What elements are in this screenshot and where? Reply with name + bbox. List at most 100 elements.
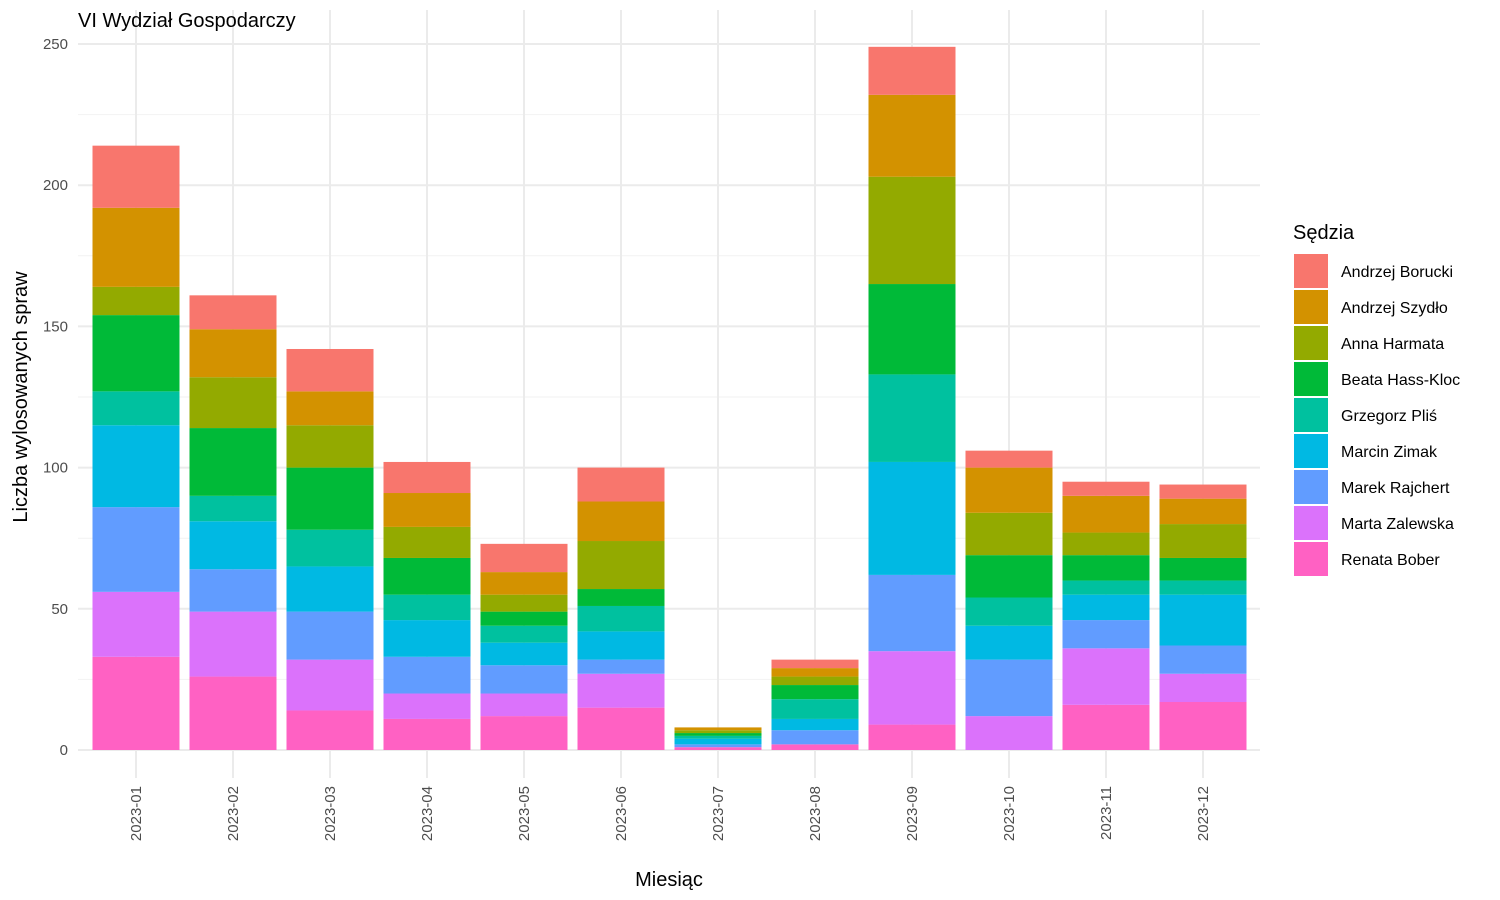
bar-segment bbox=[1159, 557, 1247, 581]
bar-segment bbox=[577, 707, 665, 750]
bar-segment bbox=[577, 659, 665, 674]
y-tick-label: 0 bbox=[60, 742, 68, 759]
bar-segment bbox=[1159, 484, 1247, 499]
bar-segment bbox=[480, 693, 568, 717]
bar-segment bbox=[1159, 645, 1247, 674]
bar-segment bbox=[286, 425, 374, 468]
x-tick-label: 2023-06 bbox=[613, 786, 630, 841]
legend-label: Andrzej Borucki bbox=[1341, 264, 1453, 281]
bar-segment bbox=[771, 685, 859, 700]
bar-segment bbox=[1062, 620, 1150, 649]
x-axis: 2023-01 2023-02 2023-03 2023-04 2023-05 2023-… bbox=[128, 786, 1212, 841]
legend-swatch bbox=[1294, 470, 1328, 504]
bar-segment bbox=[480, 716, 568, 750]
y-tick-label: 50 bbox=[51, 601, 68, 618]
bar-segment bbox=[1062, 532, 1150, 556]
bar-segment bbox=[577, 673, 665, 708]
bar-segment bbox=[383, 526, 471, 558]
bar-segment bbox=[1062, 495, 1150, 533]
bar-segment bbox=[965, 597, 1053, 626]
y-tick-label: 250 bbox=[43, 36, 68, 53]
bar-segment bbox=[286, 529, 374, 567]
bar-segment bbox=[189, 521, 277, 570]
bar-segment bbox=[868, 574, 956, 652]
legend-label: Renata Bober bbox=[1341, 552, 1440, 569]
bar-segment bbox=[480, 611, 568, 626]
bar-segment bbox=[383, 620, 471, 657]
bar-segment bbox=[286, 611, 374, 660]
bar-segment bbox=[383, 594, 471, 621]
legend-label: Marek Rajchert bbox=[1341, 480, 1450, 497]
bar-segment bbox=[674, 733, 762, 736]
x-tick-label: 2023-02 bbox=[225, 786, 242, 841]
legend-label: Beata Hass-Kloc bbox=[1341, 372, 1460, 389]
legend-swatch bbox=[1294, 398, 1328, 432]
bar-segment bbox=[965, 659, 1053, 717]
bar-segment bbox=[965, 450, 1053, 468]
bar-segment bbox=[771, 659, 859, 669]
y-axis-title: Liczba wylosowanych spraw bbox=[10, 271, 32, 523]
bar-segment bbox=[480, 572, 568, 595]
x-tick-label: 2023-08 bbox=[807, 786, 824, 841]
bar-segment bbox=[1159, 594, 1247, 646]
bar-segment bbox=[771, 676, 859, 686]
bar-segment bbox=[1159, 701, 1247, 750]
bar-segment bbox=[189, 569, 277, 612]
y-tick-label: 150 bbox=[43, 318, 68, 335]
bar-segment bbox=[1062, 580, 1150, 595]
bar-segment bbox=[674, 730, 762, 734]
legend-items: Andrzej Borucki Andrzej Szydło Anna Harmat… bbox=[1294, 254, 1460, 576]
bar-segment bbox=[1062, 594, 1150, 621]
y-axis: 0 50 100 150 200 250 bbox=[43, 36, 68, 759]
bar-segment bbox=[189, 495, 277, 522]
bar-segment bbox=[868, 284, 956, 375]
x-tick-label: 2023-09 bbox=[904, 786, 921, 841]
bar-segment bbox=[92, 507, 180, 592]
legend-label: Anna Harmata bbox=[1341, 336, 1444, 353]
bar-segment bbox=[189, 295, 277, 330]
bar-segment bbox=[868, 724, 956, 750]
bar-segment bbox=[965, 716, 1053, 750]
bar-segment bbox=[286, 391, 374, 426]
bar-segment bbox=[92, 207, 180, 287]
bar-segment bbox=[674, 727, 762, 731]
x-tick-label: 2023-03 bbox=[322, 786, 339, 841]
bar-segment bbox=[286, 566, 374, 612]
bars bbox=[92, 46, 1247, 750]
bar-segment bbox=[674, 735, 762, 739]
bar-segment bbox=[92, 145, 180, 208]
bar-segment bbox=[286, 348, 374, 392]
bar-segment bbox=[1062, 648, 1150, 705]
bar-segment bbox=[965, 555, 1053, 598]
bar-segment bbox=[480, 594, 568, 612]
bar-segment bbox=[480, 625, 568, 643]
bar-segment bbox=[189, 329, 277, 378]
bar-segment bbox=[577, 631, 665, 660]
bar-segment bbox=[771, 668, 859, 677]
bar-segment bbox=[383, 693, 471, 719]
x-tick-label: 2023-10 bbox=[1001, 786, 1018, 841]
legend-swatch bbox=[1294, 362, 1328, 396]
bar-segment bbox=[383, 557, 471, 595]
bar-segment bbox=[1062, 481, 1150, 496]
bar-segment bbox=[965, 467, 1053, 513]
bar-segment bbox=[480, 642, 568, 666]
bar-segment bbox=[771, 718, 859, 731]
bar-segment bbox=[868, 374, 956, 462]
bar-segment bbox=[383, 718, 471, 750]
legend-label: Marta Zalewska bbox=[1341, 516, 1454, 533]
bar-segment bbox=[674, 744, 762, 748]
x-tick-label: 2023-12 bbox=[1195, 786, 1212, 841]
bar-segment bbox=[577, 605, 665, 632]
bar-segment bbox=[189, 377, 277, 429]
x-axis-title: Miesiąc bbox=[635, 869, 703, 891]
bar-segment bbox=[286, 467, 374, 530]
bar-segment bbox=[383, 493, 471, 527]
bar-segment bbox=[965, 512, 1053, 556]
bar-segment bbox=[577, 541, 665, 590]
bar-segment bbox=[577, 501, 665, 542]
x-tick-label: 2023-11 bbox=[1098, 786, 1115, 840]
legend-swatch bbox=[1294, 542, 1328, 576]
bar-segment bbox=[1159, 580, 1247, 595]
bar-segment bbox=[92, 425, 180, 508]
